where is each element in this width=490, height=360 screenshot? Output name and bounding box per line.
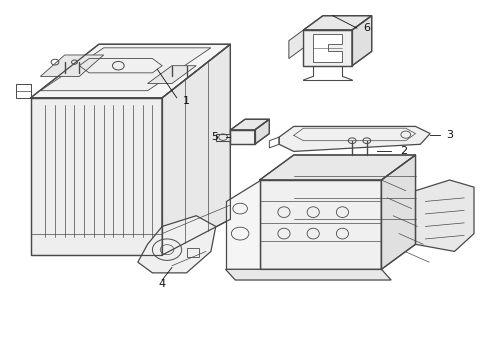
Polygon shape xyxy=(147,66,196,84)
Polygon shape xyxy=(303,16,372,30)
Polygon shape xyxy=(381,155,416,269)
Polygon shape xyxy=(162,44,230,255)
Polygon shape xyxy=(40,55,104,76)
Polygon shape xyxy=(313,33,343,62)
Polygon shape xyxy=(279,126,430,152)
Text: 4: 4 xyxy=(159,279,166,289)
Polygon shape xyxy=(216,134,230,141)
Text: 5: 5 xyxy=(211,132,218,142)
Polygon shape xyxy=(352,16,372,66)
Text: 2: 2 xyxy=(400,147,407,157)
Text: 6: 6 xyxy=(363,23,370,33)
Bar xyxy=(187,248,199,257)
Polygon shape xyxy=(30,44,230,98)
Text: 3: 3 xyxy=(446,130,453,140)
Polygon shape xyxy=(416,180,474,251)
Polygon shape xyxy=(225,269,391,280)
Polygon shape xyxy=(138,216,216,273)
Polygon shape xyxy=(225,180,260,269)
Polygon shape xyxy=(260,180,381,269)
Polygon shape xyxy=(260,155,416,180)
Polygon shape xyxy=(303,30,352,66)
Polygon shape xyxy=(40,48,211,91)
Text: 1: 1 xyxy=(183,96,190,107)
Polygon shape xyxy=(230,119,270,130)
Polygon shape xyxy=(255,119,270,144)
Polygon shape xyxy=(289,30,303,59)
Polygon shape xyxy=(230,130,255,144)
Polygon shape xyxy=(30,98,162,255)
